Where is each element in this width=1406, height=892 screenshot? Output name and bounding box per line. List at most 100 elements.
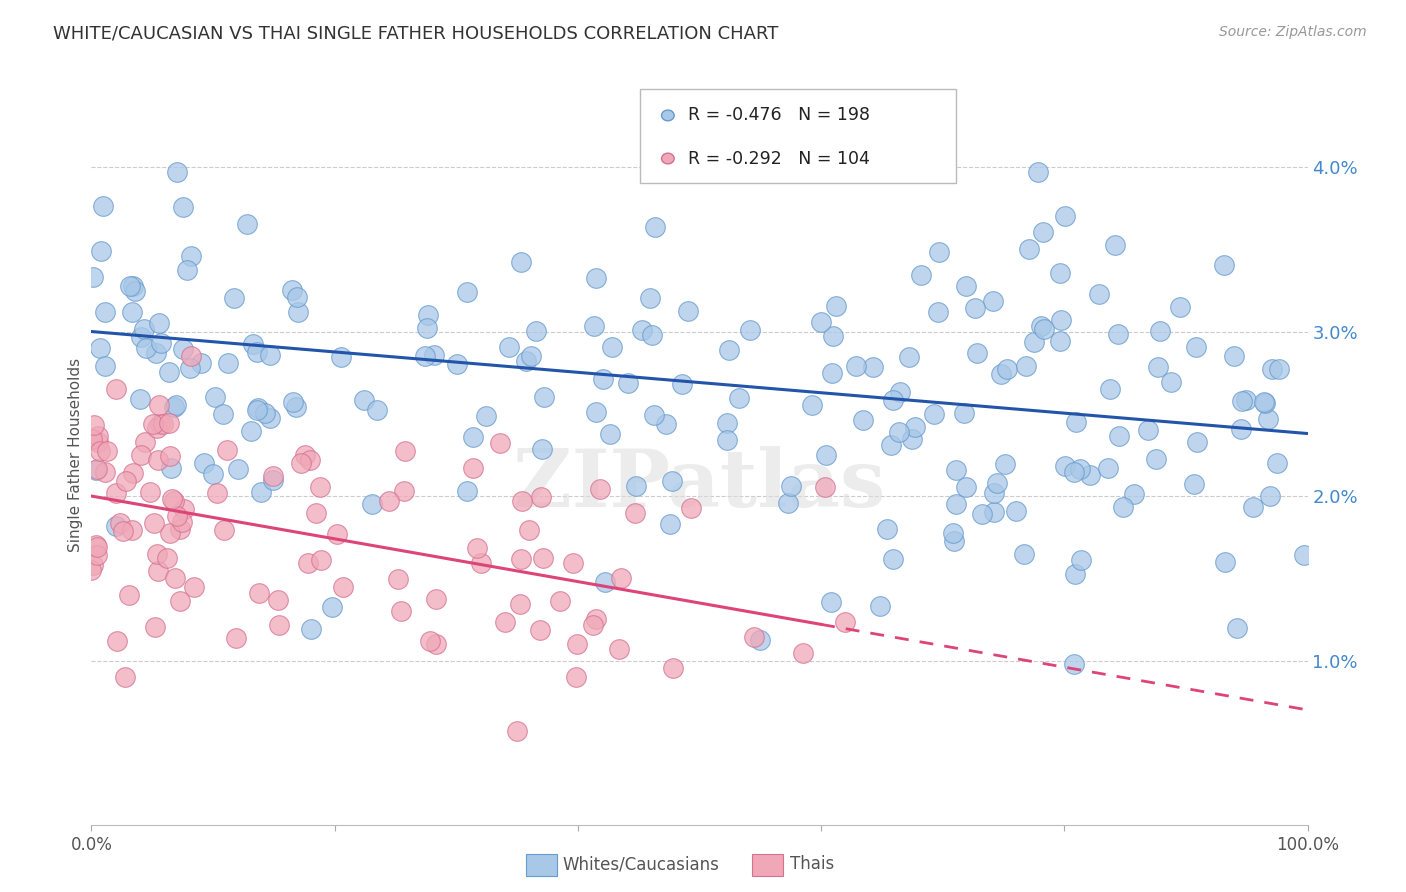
Point [353,392,375,407]
Point [416,321,439,335]
Point [146,421,169,435]
Point [1107,326,1129,341]
Point [96,444,118,458]
Point [716,434,738,448]
Point [510,494,533,508]
Point [1033,322,1056,336]
Point [498,339,520,353]
Point [869,599,891,613]
Point [1144,452,1167,467]
Point [749,633,772,648]
Point [599,427,621,442]
Point [456,285,478,299]
Point [118,588,141,602]
Point [1137,423,1160,437]
Point [815,448,838,462]
Point [530,490,553,504]
Point [661,474,683,488]
Point [215,443,238,458]
Point [671,376,693,391]
Point [280,284,302,298]
Point [89,443,111,458]
Point [94,465,117,479]
Point [172,200,194,214]
Point [236,217,259,231]
Point [924,408,946,422]
Point [169,594,191,608]
Point [285,400,308,414]
Point [1185,340,1208,354]
Point [86,540,108,554]
Point [465,541,488,555]
Point [1032,225,1054,239]
Point [1257,412,1279,426]
Point [179,360,201,375]
Point [529,623,551,637]
Point [911,136,934,150]
Point [259,410,281,425]
Point [1267,362,1289,376]
Point [1229,422,1251,436]
Point [190,355,212,369]
Point [910,268,932,282]
Point [173,502,195,516]
Point [94,304,117,318]
Point [207,486,229,500]
Point [183,580,205,594]
Point [143,516,166,530]
Point [638,291,661,305]
Point [898,351,921,365]
Point [115,474,138,488]
Point [305,506,328,520]
Point [644,219,666,234]
Text: Thais: Thais [790,855,834,873]
Point [610,571,633,585]
Point [1088,287,1111,301]
Point [1005,504,1028,518]
Point [889,385,911,400]
Point [994,457,1017,471]
Point [592,372,614,386]
Text: R = -0.292   N = 104: R = -0.292 N = 104 [688,150,869,168]
Point [593,574,616,589]
Point [84,463,107,477]
Point [242,337,264,351]
Point [129,392,152,407]
Point [655,417,678,431]
Point [285,290,308,304]
Point [360,497,382,511]
Point [820,595,842,609]
Point [1258,489,1281,503]
Point [121,523,143,537]
Point [1054,209,1077,223]
Point [145,346,167,360]
Point [326,526,349,541]
Point [392,484,415,499]
Point [281,394,304,409]
Point [180,350,202,364]
Point [148,316,170,330]
Point [1099,382,1122,396]
Point [169,522,191,536]
Point [212,407,235,421]
Text: R = -0.476   N = 198: R = -0.476 N = 198 [688,106,869,124]
Point [561,556,583,570]
Point [965,301,987,315]
Point [163,401,186,415]
Point [942,526,965,541]
Point [952,406,974,420]
Point [927,304,949,318]
Point [1168,300,1191,314]
Point [983,486,1005,500]
Point [623,506,645,520]
Point [146,453,169,467]
Point [531,550,554,565]
Point [297,557,319,571]
Point [640,328,662,343]
Point [377,494,399,508]
Point [776,496,799,510]
Point [176,262,198,277]
Point [262,473,284,487]
Point [585,271,607,285]
Point [269,617,291,632]
